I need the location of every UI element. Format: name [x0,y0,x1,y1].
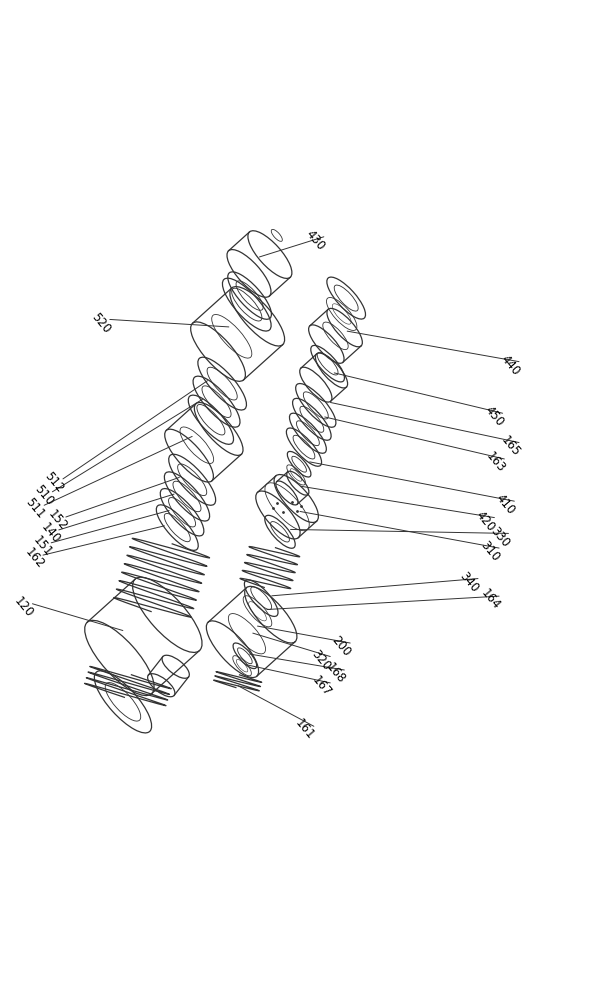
Text: 440: 440 [498,352,522,378]
Text: 162: 162 [22,546,47,571]
Text: 320: 320 [309,647,333,673]
Text: 151: 151 [30,534,55,559]
Text: 450: 450 [482,404,506,429]
Text: 168: 168 [323,661,348,686]
Text: 120: 120 [12,595,36,620]
Text: 165: 165 [498,433,522,459]
Text: 340: 340 [457,569,481,595]
Text: 520: 520 [89,310,113,336]
Text: 512: 512 [42,470,67,495]
Text: 420: 420 [474,508,498,534]
Text: 167: 167 [309,674,334,699]
Text: 511: 511 [23,496,48,522]
Text: 200: 200 [329,634,353,659]
Text: 430: 430 [303,228,327,253]
Text: 510: 510 [31,483,56,508]
Text: 161: 161 [293,717,317,743]
Text: 330: 330 [488,524,512,550]
Text: 164: 164 [478,587,502,612]
Text: 163: 163 [484,450,508,475]
Text: 152: 152 [45,508,70,533]
Text: 140: 140 [38,521,62,546]
Text: 410: 410 [494,492,518,517]
Text: 310: 310 [478,539,502,564]
